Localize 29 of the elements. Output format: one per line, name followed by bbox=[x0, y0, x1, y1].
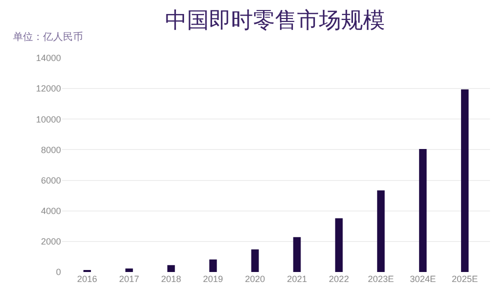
y-tick-label: 8000 bbox=[40, 144, 61, 155]
bar bbox=[293, 237, 301, 272]
bar bbox=[461, 89, 469, 272]
x-tick-label: 2019 bbox=[203, 274, 224, 284]
x-tick-label: 2018 bbox=[161, 274, 182, 284]
y-tick-label: 10000 bbox=[36, 114, 61, 124]
x-tick-label: 2022 bbox=[328, 274, 349, 284]
x-tick-label: 2016 bbox=[77, 274, 98, 284]
x-tick-label: 2021 bbox=[286, 274, 307, 284]
y-tick-label: 12000 bbox=[36, 84, 61, 94]
x-tick-label: 3024E bbox=[410, 274, 436, 284]
bar bbox=[377, 190, 385, 272]
bar bbox=[251, 249, 259, 272]
x-tick-label: 2017 bbox=[119, 274, 140, 284]
bar bbox=[209, 259, 217, 272]
bar bbox=[419, 148, 427, 272]
bar bbox=[335, 218, 343, 272]
y-tick-label: 6000 bbox=[40, 175, 61, 186]
y-tick-label: 4000 bbox=[40, 206, 61, 216]
chart-title: 中国即时零售市场规模 bbox=[165, 8, 385, 34]
y-axis-title: 单位：亿人民币 bbox=[13, 31, 83, 43]
x-tick-label: 2020 bbox=[245, 274, 266, 284]
y-tick-label: 2000 bbox=[40, 236, 61, 247]
y-tick-label: 0 bbox=[56, 267, 61, 278]
bar bbox=[167, 265, 175, 272]
x-tick-label: 2023E bbox=[368, 274, 394, 284]
bar bbox=[125, 268, 133, 272]
y-tick-label: 14000 bbox=[36, 53, 61, 64]
x-tick-label: 2025E bbox=[452, 274, 478, 284]
